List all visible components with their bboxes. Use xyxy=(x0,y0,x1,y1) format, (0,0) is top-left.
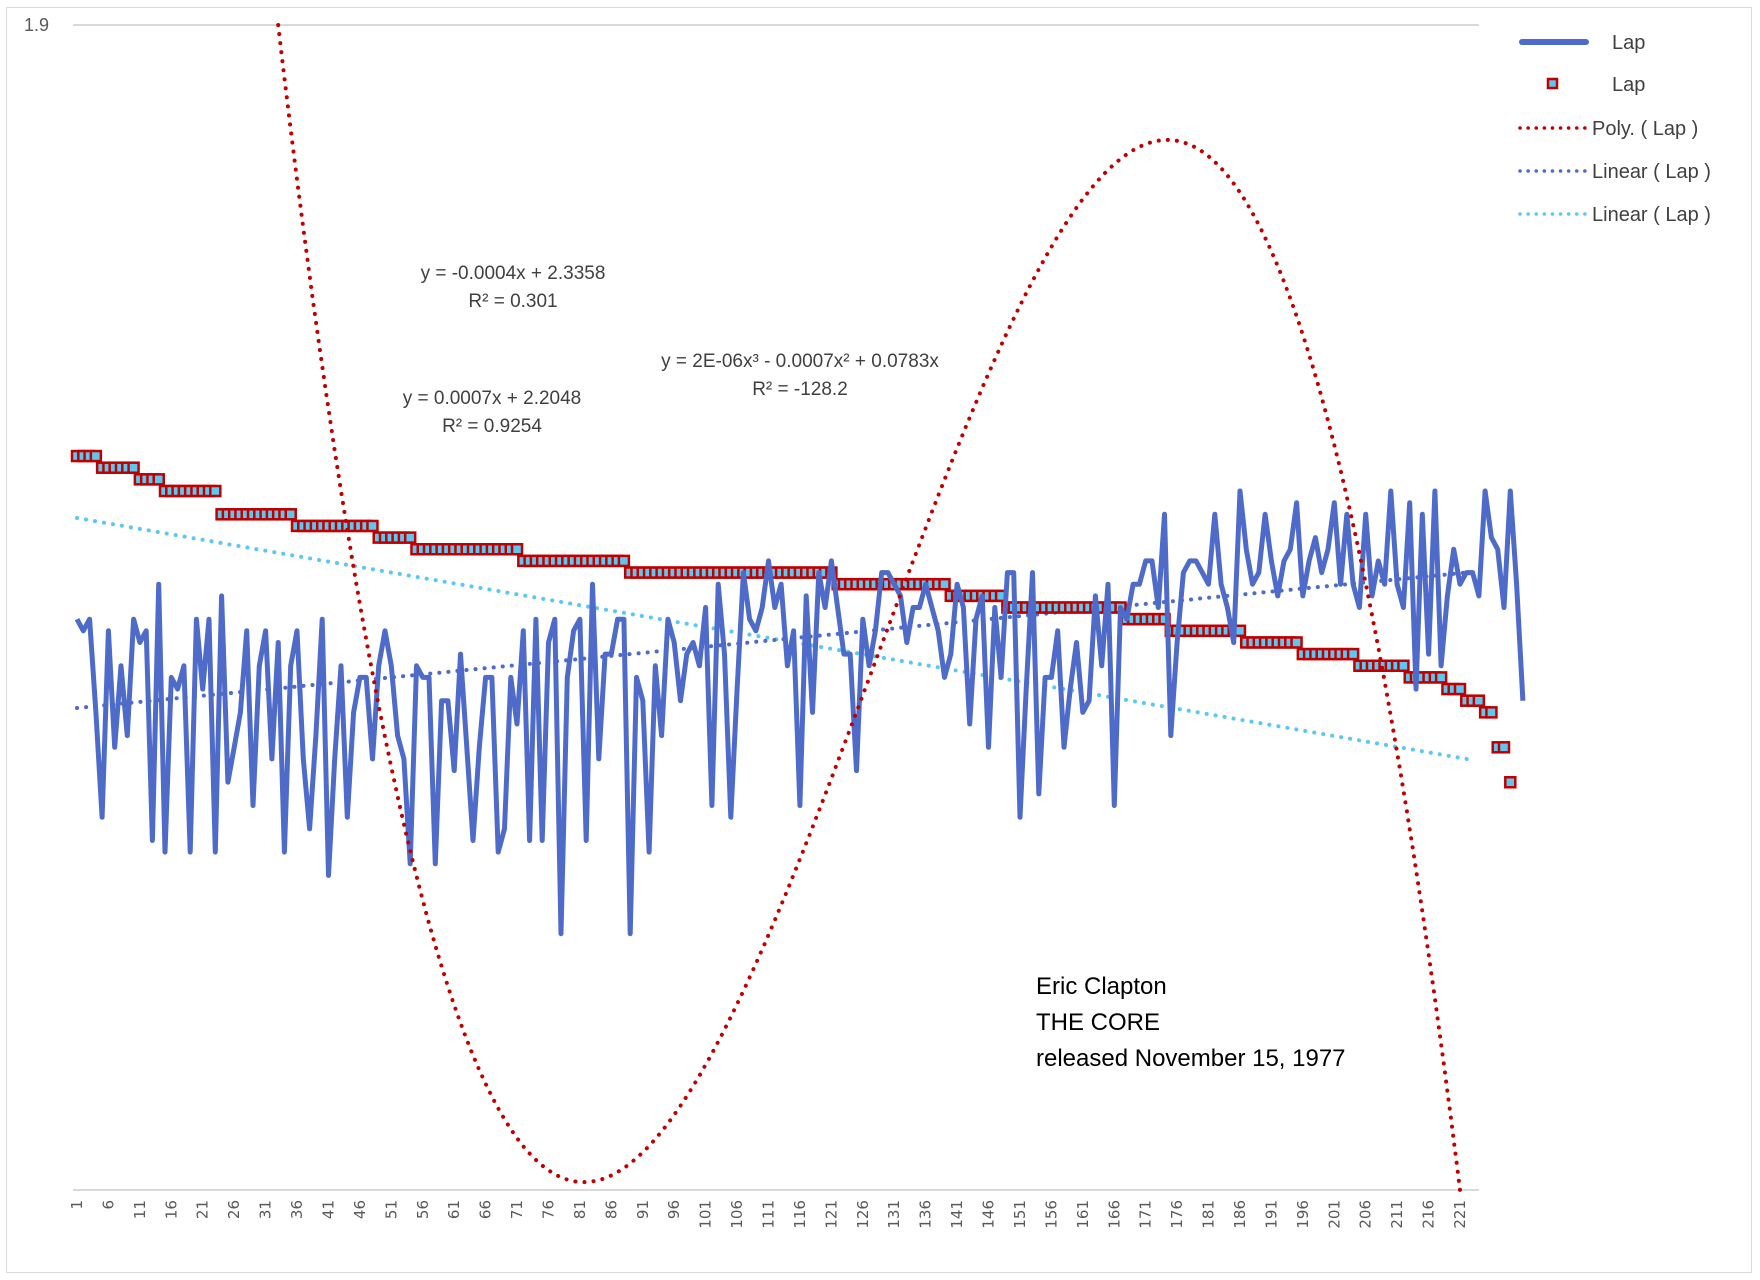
x-tick-label: 171 xyxy=(1137,1200,1155,1229)
x-tick-label: 126 xyxy=(854,1200,872,1229)
x-tick-label: 141 xyxy=(948,1200,966,1229)
r2-blue: R² = 0.9254 xyxy=(442,416,542,437)
legend-label: Lap xyxy=(1612,32,1645,54)
x-tick-label: 211 xyxy=(1388,1200,1406,1229)
x-tick-label: 181 xyxy=(1200,1200,1218,1229)
data-marker xyxy=(1453,682,1467,696)
x-tick-label: 81 xyxy=(571,1200,589,1219)
equation-cyan: y = -0.0004x + 2.3358 xyxy=(421,263,606,284)
x-tick-label: 121 xyxy=(822,1200,840,1229)
x-tick-label: 11 xyxy=(131,1200,149,1219)
annotation-release: released November 15, 1977 xyxy=(1036,1045,1346,1072)
x-tick-label: 31 xyxy=(257,1200,275,1219)
x-tick-label: 221 xyxy=(1451,1200,1469,1229)
x-tick-label: 206 xyxy=(1357,1200,1375,1229)
x-tick-label: 131 xyxy=(885,1200,903,1229)
x-tick-label: 201 xyxy=(1325,1200,1343,1229)
x-tick-label: 106 xyxy=(728,1200,746,1229)
x-tick-label: 136 xyxy=(917,1200,935,1229)
x-tick-label: 76 xyxy=(539,1200,557,1219)
x-tick-label: 16 xyxy=(162,1200,180,1219)
data-marker xyxy=(284,508,297,521)
data-marker xyxy=(209,484,222,498)
x-tick-label: 146 xyxy=(980,1200,998,1229)
legend-item-markers: Lap xyxy=(1546,74,1645,96)
data-marker xyxy=(1485,706,1498,719)
data-marker xyxy=(366,519,379,533)
x-tick-label: 156 xyxy=(1042,1200,1060,1229)
trendline-linear-blue xyxy=(75,570,1475,710)
legend-item-linear-blue: Linear ( Lap ) xyxy=(1518,161,1711,183)
legend-label: Linear ( Lap ) xyxy=(1592,161,1711,183)
data-marker xyxy=(1397,659,1410,672)
lap-line xyxy=(74,488,1526,937)
x-tick-label: 71 xyxy=(508,1200,526,1219)
data-marker xyxy=(938,577,951,591)
chart-frame xyxy=(6,7,1752,1273)
legend-item-poly: Poly. ( Lap ) xyxy=(1518,118,1698,140)
x-tick-label: 56 xyxy=(414,1200,432,1219)
x-tick-label: 111 xyxy=(760,1200,778,1229)
x-tick-label: 151 xyxy=(1011,1200,1029,1229)
annotation: Eric Clapton THE CORE released November … xyxy=(1036,973,1346,1072)
x-tick-label: 46 xyxy=(351,1200,369,1219)
x-tick-label: 36 xyxy=(288,1200,306,1219)
legend-label: Lap xyxy=(1612,74,1645,96)
legend-square-marker-icon xyxy=(1546,77,1559,90)
legend-label: Linear ( Lap ) xyxy=(1592,204,1711,226)
x-tick-label: 66 xyxy=(477,1200,495,1219)
r2-poly: R² = -128.2 xyxy=(752,379,848,400)
data-marker xyxy=(1346,647,1360,661)
legend-label: Poly. ( Lap ) xyxy=(1592,118,1698,140)
x-tick-label: 26 xyxy=(225,1200,243,1219)
line-series xyxy=(74,488,1526,937)
x-tick-label: 196 xyxy=(1294,1200,1312,1229)
poly-trend-red xyxy=(276,23,1462,1192)
x-tick-label: 51 xyxy=(382,1200,400,1219)
data-marker xyxy=(1290,636,1303,649)
x-tick-label: 96 xyxy=(665,1200,683,1219)
x-tick-label: 166 xyxy=(1105,1200,1123,1229)
y-tick-label: 1.9 xyxy=(24,15,49,35)
data-marker xyxy=(403,531,417,544)
x-tick-label: 191 xyxy=(1262,1200,1280,1229)
x-tick-label: 161 xyxy=(1074,1200,1092,1229)
x-tick-label: 61 xyxy=(445,1200,463,1219)
x-tick-label: 86 xyxy=(602,1200,620,1219)
data-marker xyxy=(1504,776,1517,789)
x-tick-labels: 1 6 11 16 21 26 31 36 41 46 51 56 61 66 71 76 81 86 91 96 10… xyxy=(68,1200,1469,1229)
annotation-album: THE CORE xyxy=(1036,1009,1160,1036)
equation-labels: y = -0.0004x + 2.3358 R² = 0.301 y = 0.0… xyxy=(403,263,940,437)
x-tick-label: 186 xyxy=(1231,1200,1249,1229)
x-tick-label: 6 xyxy=(99,1200,117,1210)
x-tick-label: 41 xyxy=(319,1200,337,1219)
x-tick-label: 176 xyxy=(1168,1200,1186,1229)
x-tick-label: 101 xyxy=(697,1200,715,1229)
x-tick-label: 116 xyxy=(791,1200,809,1229)
x-tick-label: 216 xyxy=(1420,1200,1438,1229)
x-tick-label: 1 xyxy=(68,1200,86,1210)
data-marker xyxy=(1434,671,1448,684)
annotation-artist: Eric Clapton xyxy=(1036,973,1167,1000)
linear-trend-blue xyxy=(75,570,1475,710)
data-marker xyxy=(152,473,165,486)
equation-poly: y = 2E-06x³ - 0.0007x² + 0.0783x xyxy=(661,351,939,372)
trendline-poly xyxy=(276,23,1462,1192)
x-tick-label: 21 xyxy=(194,1200,212,1219)
x-tick-label: 91 xyxy=(634,1200,652,1219)
data-marker xyxy=(617,554,631,568)
data-marker xyxy=(127,461,140,474)
legend-item-line: Lap xyxy=(1519,32,1645,54)
r2-cyan: R² = 0.301 xyxy=(468,291,557,312)
data-marker xyxy=(1472,694,1486,707)
legend: Lap Lap Poly. ( Lap ) Linear ( Lap ) Lin… xyxy=(1518,32,1711,226)
data-marker xyxy=(1497,741,1511,754)
data-marker xyxy=(89,449,103,463)
legend-item-linear-cyan: Linear ( Lap ) xyxy=(1518,204,1711,226)
data-marker xyxy=(510,543,524,556)
equation-blue: y = 0.0007x + 2.2048 xyxy=(403,388,582,409)
